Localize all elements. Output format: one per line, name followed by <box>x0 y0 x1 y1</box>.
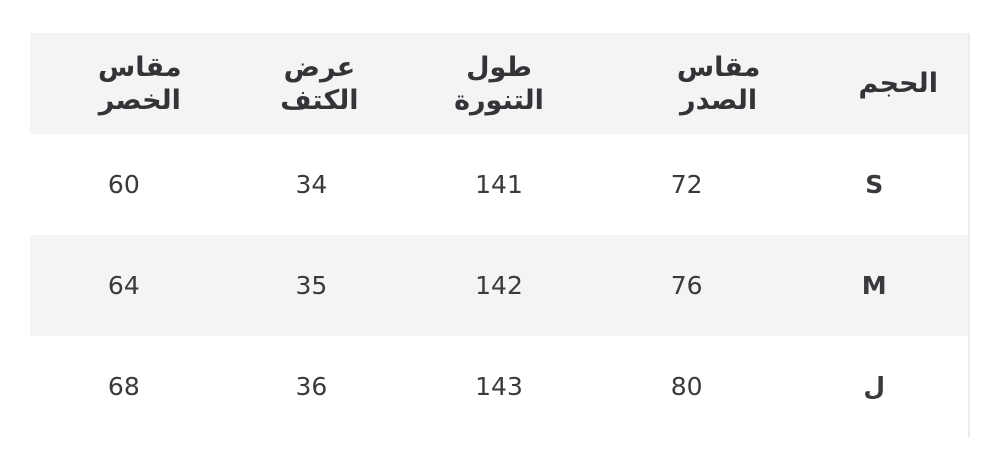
table-header-row: الحجم مقاس الصدر طول التنورة عرض الكتف م… <box>30 33 968 134</box>
table-row: S 72 141 34 60 <box>30 134 968 235</box>
header-shoulder: عرض الكتف <box>280 51 359 116</box>
chest-cell: 80 <box>670 372 703 401</box>
waist-cell: 60 <box>107 170 140 199</box>
waist-cell: 68 <box>107 372 140 401</box>
skirt-length-cell: 143 <box>475 372 523 401</box>
skirt-length-cell: 141 <box>475 170 523 199</box>
header-size: الحجم <box>858 68 938 99</box>
size-chart-table: الحجم مقاس الصدر طول التنورة عرض الكتف م… <box>30 33 970 437</box>
chest-cell: 72 <box>670 170 703 199</box>
table-row: ل 80 143 36 68 <box>30 336 968 437</box>
shoulder-cell: 34 <box>295 170 328 199</box>
shoulder-cell: 36 <box>295 372 328 401</box>
table-row: M 76 142 35 64 <box>30 235 968 336</box>
chest-cell: 76 <box>670 271 703 300</box>
waist-cell: 64 <box>107 271 140 300</box>
header-waist: مقاس الخصر <box>98 51 182 116</box>
size-cell: S <box>865 170 884 199</box>
size-cell: ل <box>863 372 886 401</box>
shoulder-cell: 35 <box>295 271 328 300</box>
skirt-length-cell: 142 <box>475 271 523 300</box>
header-chest: مقاس الصدر <box>676 51 761 116</box>
header-skirt-length: طول التنورة <box>454 51 544 116</box>
size-cell: M <box>861 271 887 300</box>
